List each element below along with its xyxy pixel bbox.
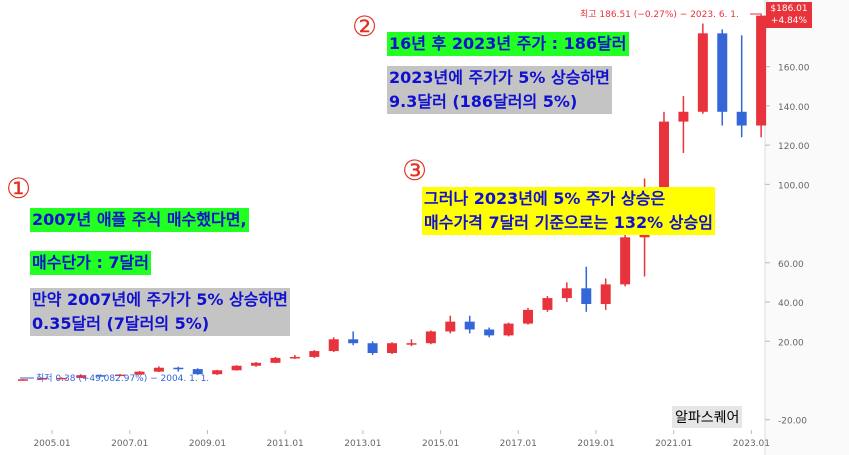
- last-price: $186.01: [770, 4, 807, 14]
- candle-body: [620, 237, 631, 285]
- y-tick-label: 120.00: [778, 142, 810, 152]
- candle-body: [464, 321, 475, 330]
- note: 16년 후 2023년 주가 : 186달러: [387, 32, 629, 56]
- low-label: 최저 0.38 (+49,082.97%) − 2004. 1. 1.: [36, 373, 209, 384]
- candle-body: [95, 375, 106, 377]
- note-line: 0.35달러 (7달러의 5%): [32, 314, 210, 333]
- last-change: +4.84%: [771, 16, 808, 26]
- candle-body: [251, 362, 262, 366]
- candle-body: [756, 15, 767, 126]
- y-tick-label: 100.00: [778, 181, 810, 191]
- candle-body: [37, 377, 48, 380]
- candle-body: [503, 323, 514, 336]
- candle-body: [387, 343, 398, 354]
- candle-body: [173, 367, 184, 370]
- candle-body: [115, 374, 126, 377]
- candle-body: [56, 377, 67, 380]
- note-line: 그러나 2023년에 5% 주가 상승은: [424, 189, 666, 208]
- candle-body: [697, 33, 708, 112]
- plot: -20.00 20.00 40.00 60.00 100.00 120.00 140.00 1…: [17, 14, 810, 449]
- candle-body: [153, 367, 164, 372]
- candle-body: [542, 298, 553, 310]
- note-line: 9.3달러 (186달러의 5%): [389, 92, 578, 111]
- marker: ②: [352, 10, 378, 43]
- y-tick-label: 140.00: [778, 103, 810, 113]
- x-tick-label: 2019.01: [577, 439, 614, 449]
- candle-body: [561, 288, 572, 299]
- note: 매수단가 : 7달러: [30, 251, 151, 275]
- x-tick-label: 2015.01: [422, 439, 459, 449]
- candle-body: [231, 365, 242, 371]
- y-tick-label: 20.00: [778, 338, 804, 348]
- candle-body: [484, 329, 495, 336]
- candle-body: [445, 321, 456, 332]
- candle-body: [678, 111, 689, 122]
- y-tick-label: 40.00: [778, 299, 804, 309]
- x-tick-label: 2013.01: [344, 439, 381, 449]
- watermark: 알파스퀘어: [672, 406, 743, 428]
- x-tick-label: 2005.01: [33, 439, 70, 449]
- x-tick-label: 2011.01: [267, 439, 304, 449]
- high-label: 최고 186.51 (−0.27%) − 2023. 6. 1.: [580, 9, 739, 20]
- candle-body: [76, 375, 87, 378]
- marker: ③: [402, 154, 428, 187]
- y-tick-label: -20.00: [778, 417, 807, 427]
- candle-body: [523, 309, 534, 324]
- price-tag: [766, 2, 812, 28]
- candle-body: [348, 339, 359, 344]
- note: 2023년에 주가가 5% 상승하면 9.3달러 (186달러의 5%): [387, 66, 612, 114]
- candle-body: [212, 370, 223, 375]
- x-tick-label: 2007.01: [111, 439, 148, 449]
- candle-body: [270, 357, 281, 363]
- x-tick-label: 2017.01: [500, 439, 537, 449]
- candle-body: [309, 351, 320, 357]
- y-tick-label: 160.00: [778, 64, 810, 74]
- note-line: 2023년에 주가가 5% 상승하면: [389, 68, 610, 87]
- candle-body: [192, 369, 203, 375]
- marker: ①: [6, 172, 32, 205]
- note: 2007년 애플 주식 매수했다면,: [30, 208, 249, 232]
- x-tick-label: 2009.01: [189, 439, 226, 449]
- candle-body: [134, 371, 145, 375]
- price-axis-bg: [765, 0, 849, 455]
- candle-body: [600, 284, 611, 304]
- candle-body: [17, 379, 28, 381]
- candle-body: [328, 339, 339, 352]
- x-tick-label: 2023.01: [733, 439, 770, 449]
- candle-body: [717, 33, 728, 112]
- candle-body: [289, 356, 300, 359]
- candle-body: [736, 111, 747, 126]
- candle-body: [367, 343, 378, 354]
- candle-body: [425, 331, 436, 344]
- x-tick-label: 2021.01: [655, 439, 692, 449]
- note: 만약 2007년에 주가가 5% 상승하면 0.35달러 (7달러의 5%): [30, 288, 290, 336]
- y-tick-label: 60.00: [778, 260, 804, 270]
- note-line: 매수가격 7달러 기준으로는 132% 상승임: [424, 213, 713, 232]
- candle-body: [581, 288, 592, 304]
- note-line: 만약 2007년에 주가가 5% 상승하면: [32, 290, 288, 309]
- candle-body: [406, 343, 417, 345]
- candle-body: [658, 121, 669, 203]
